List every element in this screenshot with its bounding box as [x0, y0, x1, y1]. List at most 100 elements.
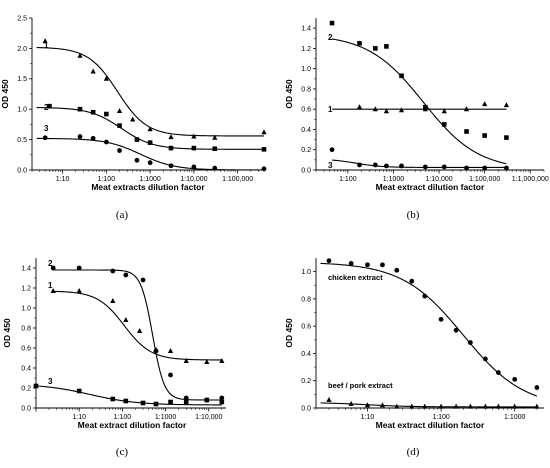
data-point — [534, 385, 540, 390]
data-point — [348, 261, 354, 266]
x-axis-label: Meat extract dilution factor — [376, 420, 485, 430]
data-point — [261, 166, 267, 172]
y-tick-label: 0.8 — [301, 296, 311, 303]
y-tick-label: 1.0 — [301, 269, 311, 276]
data-point — [483, 356, 488, 362]
data-point — [104, 111, 109, 117]
data-point — [77, 52, 83, 58]
data-point — [76, 265, 82, 271]
x-tick-label: 1:100 — [114, 414, 132, 421]
data-point — [134, 137, 140, 142]
data-point — [167, 348, 174, 353]
data-point — [394, 267, 400, 273]
x-tick-label: 1:10 — [361, 414, 375, 421]
series-label: 3 — [48, 377, 53, 386]
y-tick-label: 0.0 — [21, 405, 31, 412]
data-point — [110, 396, 116, 402]
y-tick-label: 1.5 — [17, 76, 27, 83]
series-label: 1 — [44, 41, 49, 50]
data-point — [212, 165, 218, 171]
y-tick-label: 0.4 — [21, 365, 31, 372]
x-tick-label: 1:10 — [56, 176, 70, 183]
data-point — [110, 268, 116, 274]
data-point — [123, 398, 129, 404]
fit-curve — [331, 38, 507, 165]
data-point — [409, 403, 415, 409]
data-point — [90, 68, 96, 74]
series-label: 2 — [328, 33, 333, 42]
y-tick-label: 0.0 — [301, 405, 311, 412]
data-point — [329, 147, 335, 153]
data-point — [467, 340, 473, 345]
x-tick-label: 1:1000 — [139, 176, 161, 183]
data-point — [77, 134, 83, 139]
data-point — [394, 403, 400, 409]
fit-curve — [36, 46, 264, 137]
data-point — [399, 73, 404, 79]
y-tick-label: 1.0 — [21, 305, 31, 312]
y-tick-label: 1.0 — [17, 107, 27, 114]
data-point — [147, 126, 153, 132]
data-point — [399, 163, 404, 169]
data-point — [482, 403, 489, 409]
data-point — [33, 383, 39, 389]
y-tick-label: 0.4 — [301, 127, 311, 134]
data-point — [398, 107, 405, 113]
series-label: 3 — [44, 124, 49, 133]
series-label: 2 — [48, 259, 53, 268]
y-tick-label: 0.0 — [17, 167, 27, 174]
y-tick-label: 0.2 — [21, 385, 31, 392]
data-point — [356, 104, 363, 110]
data-point — [453, 327, 459, 333]
data-point — [123, 272, 129, 278]
fit-curve — [36, 137, 265, 171]
y-tick-label: 1.2 — [21, 285, 31, 292]
series-label: 1 — [48, 281, 53, 290]
y-tick-label: 0.6 — [21, 345, 31, 352]
data-point — [153, 401, 159, 407]
x-tick-label: 1:1000 — [504, 414, 526, 421]
data-point — [168, 399, 173, 405]
series-label: chicken extract — [328, 273, 383, 282]
data-point — [191, 145, 197, 151]
data-point — [191, 133, 197, 139]
data-point — [219, 358, 225, 363]
data-point — [365, 262, 370, 268]
x-tick-label: 1:1,000,000 — [512, 176, 549, 183]
data-point — [482, 101, 488, 107]
data-point — [147, 140, 153, 145]
data-point — [384, 44, 389, 49]
data-point — [183, 358, 189, 363]
y-axis-label: OD 450 — [284, 318, 294, 348]
y-tick-label: 0.6 — [301, 107, 311, 114]
data-point — [438, 403, 444, 409]
y-tick-label: 2.0 — [17, 46, 27, 53]
data-point — [422, 106, 428, 112]
data-point — [183, 399, 189, 405]
data-point — [183, 395, 189, 401]
data-point — [384, 163, 389, 169]
data-point — [168, 134, 174, 140]
data-point — [383, 108, 390, 114]
data-point — [422, 164, 428, 170]
data-point — [329, 20, 335, 26]
data-point — [168, 145, 174, 151]
data-point — [123, 317, 129, 322]
data-point — [326, 258, 332, 264]
data-point — [103, 139, 109, 145]
data-point — [261, 147, 267, 152]
data-point — [438, 316, 444, 322]
panel-caption: (b) — [407, 209, 420, 221]
data-point — [495, 403, 501, 409]
y-tick-label: 1.2 — [301, 46, 311, 53]
series-label: beef / pork extract — [328, 381, 393, 390]
data-point — [422, 293, 428, 299]
data-point — [495, 370, 501, 375]
data-point — [168, 163, 174, 169]
data-point — [380, 262, 385, 268]
data-point — [379, 402, 386, 408]
data-point — [372, 162, 378, 168]
y-tick-label: 1.4 — [21, 265, 31, 272]
data-point — [453, 403, 459, 409]
